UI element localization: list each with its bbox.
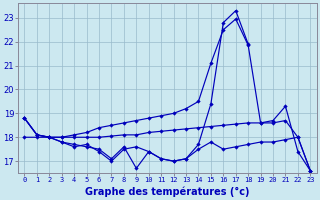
X-axis label: Graphe des températures (°c): Graphe des températures (°c) (85, 186, 250, 197)
